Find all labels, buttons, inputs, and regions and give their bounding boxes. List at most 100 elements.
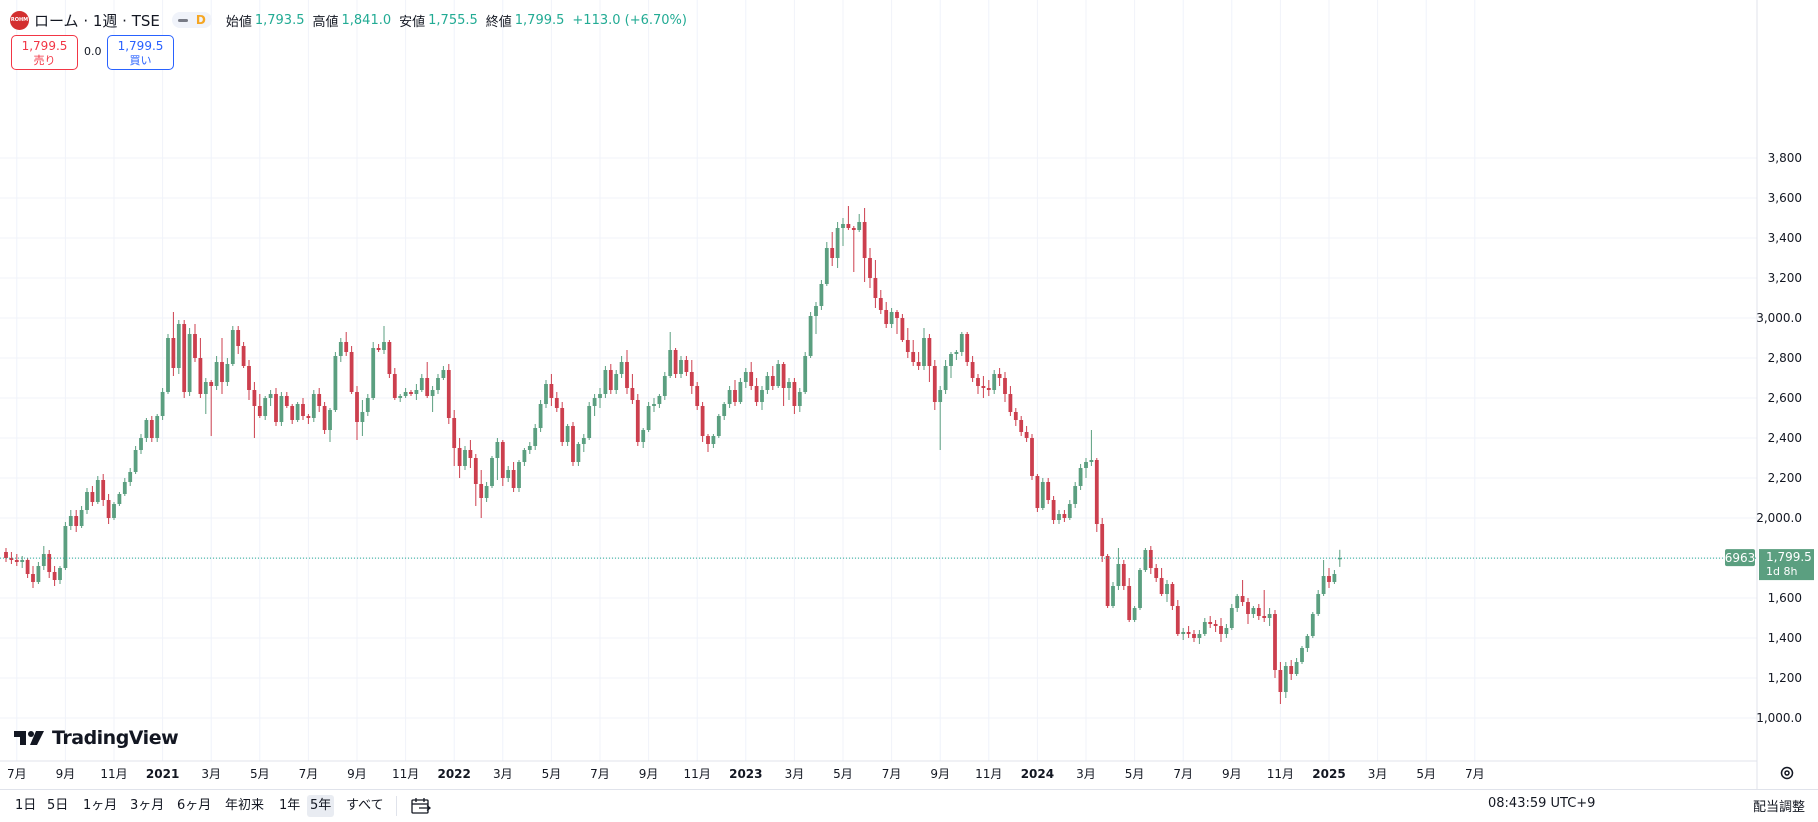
time-axis: 7月 9月 11月 2021 3月 5月 7月 9月 11月 2022 3月 5月 7月 9月 11月 202… — [7, 767, 1485, 781]
candle — [1143, 548, 1148, 572]
candle — [1337, 549, 1342, 567]
candle-body — [457, 448, 462, 466]
candle — [1246, 598, 1250, 624]
candle-body — [58, 568, 62, 580]
candle-body — [1143, 550, 1148, 570]
candle — [922, 328, 926, 370]
candle-body — [932, 366, 937, 402]
candle — [522, 448, 527, 466]
candle-body — [333, 356, 338, 410]
candle — [841, 218, 845, 246]
candle-body — [571, 426, 575, 462]
candle — [1024, 426, 1029, 442]
spread-value: 0.0 — [84, 45, 102, 58]
candle-body — [95, 480, 100, 502]
tradingview-logo[interactable]: TradingView — [14, 727, 179, 749]
symbol-title[interactable]: ローム · 1週 · TSE — [34, 11, 160, 30]
candle — [171, 312, 176, 376]
badge-group[interactable]: D — [171, 12, 212, 28]
candle — [1229, 604, 1234, 630]
candle-body — [652, 404, 656, 406]
candle — [1289, 660, 1294, 680]
candle — [803, 352, 808, 394]
candle-body — [25, 560, 30, 574]
candle-body — [1321, 576, 1326, 594]
candle-body — [9, 558, 14, 560]
price-chart[interactable]: 3,800 3,600 3,400 3,200 3,000.0 2,800 2,600 2,4… — [0, 0, 1818, 789]
range-button[interactable]: 1年 — [279, 798, 301, 813]
candle — [619, 356, 624, 378]
candle-body — [770, 376, 775, 386]
candle — [830, 232, 835, 266]
candle — [954, 350, 959, 360]
candle — [652, 398, 656, 412]
candle-body — [662, 376, 667, 396]
candle — [1159, 568, 1164, 596]
y-tick-label: 1,600 — [1768, 591, 1802, 605]
candle — [311, 390, 316, 422]
candle — [981, 376, 986, 398]
range-button[interactable]: 6ヶ月 — [177, 798, 212, 813]
candle — [214, 356, 219, 390]
y-tick-label: 1,200 — [1768, 671, 1802, 685]
candle — [20, 556, 25, 568]
candle — [414, 384, 419, 400]
candle-body — [927, 338, 932, 366]
candle-body — [47, 554, 52, 572]
candle — [1273, 610, 1277, 678]
range-button[interactable]: 年初来 — [225, 798, 265, 813]
candle — [544, 380, 548, 408]
candle-body — [20, 560, 25, 562]
candle-body — [490, 458, 494, 486]
candle — [657, 394, 662, 408]
candle-body — [1256, 608, 1261, 616]
candle — [1283, 662, 1288, 698]
candle-body — [641, 430, 646, 442]
candle-body — [1040, 482, 1045, 508]
candle — [689, 360, 694, 394]
candle — [187, 328, 192, 396]
candle — [1062, 510, 1067, 522]
low-value: 1,755.5 — [428, 12, 478, 28]
x-tick-label: 3月 — [1076, 767, 1096, 781]
range-button[interactable]: 1日 — [15, 798, 37, 813]
candle — [684, 356, 689, 376]
range-button[interactable]: 1ヶ月 — [83, 798, 118, 813]
x-tick-label: 9月 — [56, 767, 76, 781]
low-label: 安値 — [399, 14, 426, 30]
candle-body — [592, 398, 597, 406]
range-button[interactable]: 5日 — [47, 798, 69, 813]
settings-gear-icon[interactable] — [1779, 765, 1795, 781]
candle — [1046, 478, 1051, 504]
clock-readout[interactable]: 08:43:59 UTC+9 — [1488, 796, 1596, 811]
dividend-adjust-button[interactable]: 配当調整 — [1753, 800, 1806, 815]
candle-body — [1283, 666, 1288, 692]
range-button[interactable]: 5年 — [307, 795, 335, 817]
candle — [58, 566, 62, 584]
candle-body — [409, 392, 413, 394]
candle — [668, 332, 673, 378]
candle — [398, 394, 403, 402]
candle — [927, 334, 932, 382]
range-button[interactable]: 3ヶ月 — [130, 798, 165, 813]
calendar-goto-icon[interactable] — [410, 796, 432, 816]
buy-button[interactable]: 1,799.5 買い — [107, 35, 174, 70]
candle-body — [1327, 576, 1331, 582]
price-tag-text: 1,799.5 — [1766, 550, 1812, 564]
range-button[interactable]: すべて — [346, 798, 384, 813]
candle — [1181, 628, 1186, 640]
candle-body — [965, 334, 970, 362]
candle — [338, 338, 343, 362]
candle — [889, 308, 894, 328]
toolbar-separator — [396, 796, 397, 816]
candle-body — [468, 450, 473, 458]
candle — [959, 332, 964, 356]
candle — [932, 360, 937, 410]
candle — [301, 398, 305, 420]
x-tick-label: 3月 — [201, 767, 221, 781]
candle-body — [371, 348, 376, 398]
candle-body — [1105, 556, 1110, 606]
candle — [1165, 580, 1169, 602]
candle-body — [1062, 514, 1067, 518]
sell-button[interactable]: 1,799.5 売り — [11, 35, 78, 70]
